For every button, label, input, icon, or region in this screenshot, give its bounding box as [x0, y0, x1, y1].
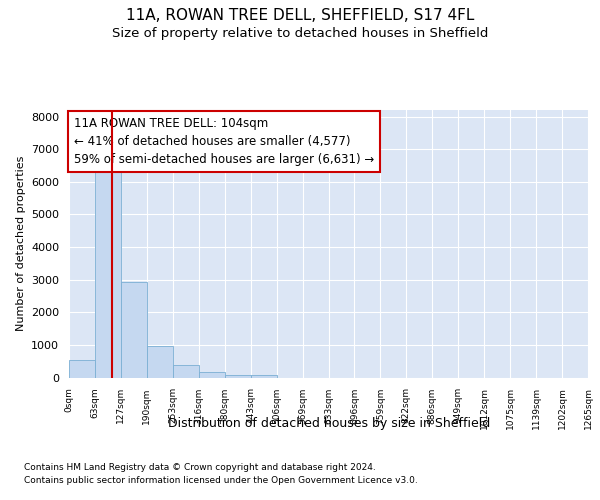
Text: 11A ROWAN TREE DELL: 104sqm
← 41% of detached houses are smaller (4,577)
59% of : 11A ROWAN TREE DELL: 104sqm ← 41% of det…: [74, 116, 374, 166]
Text: Size of property relative to detached houses in Sheffield: Size of property relative to detached ho…: [112, 28, 488, 40]
Bar: [251, 376, 277, 378]
Text: 11A, ROWAN TREE DELL, SHEFFIELD, S17 4FL: 11A, ROWAN TREE DELL, SHEFFIELD, S17 4FL: [126, 8, 474, 22]
Y-axis label: Number of detached properties: Number of detached properties: [16, 156, 26, 332]
Bar: [199, 372, 224, 378]
Text: Distribution of detached houses by size in Sheffield: Distribution of detached houses by size …: [167, 418, 490, 430]
Text: Contains HM Land Registry data © Crown copyright and database right 2024.: Contains HM Land Registry data © Crown c…: [24, 462, 376, 471]
Bar: [95, 168, 121, 378]
Bar: [121, 282, 147, 378]
Bar: [147, 346, 173, 378]
Text: Contains public sector information licensed under the Open Government Licence v3: Contains public sector information licen…: [24, 476, 418, 485]
Bar: [173, 366, 199, 378]
Bar: [225, 374, 251, 378]
Bar: [69, 360, 95, 378]
